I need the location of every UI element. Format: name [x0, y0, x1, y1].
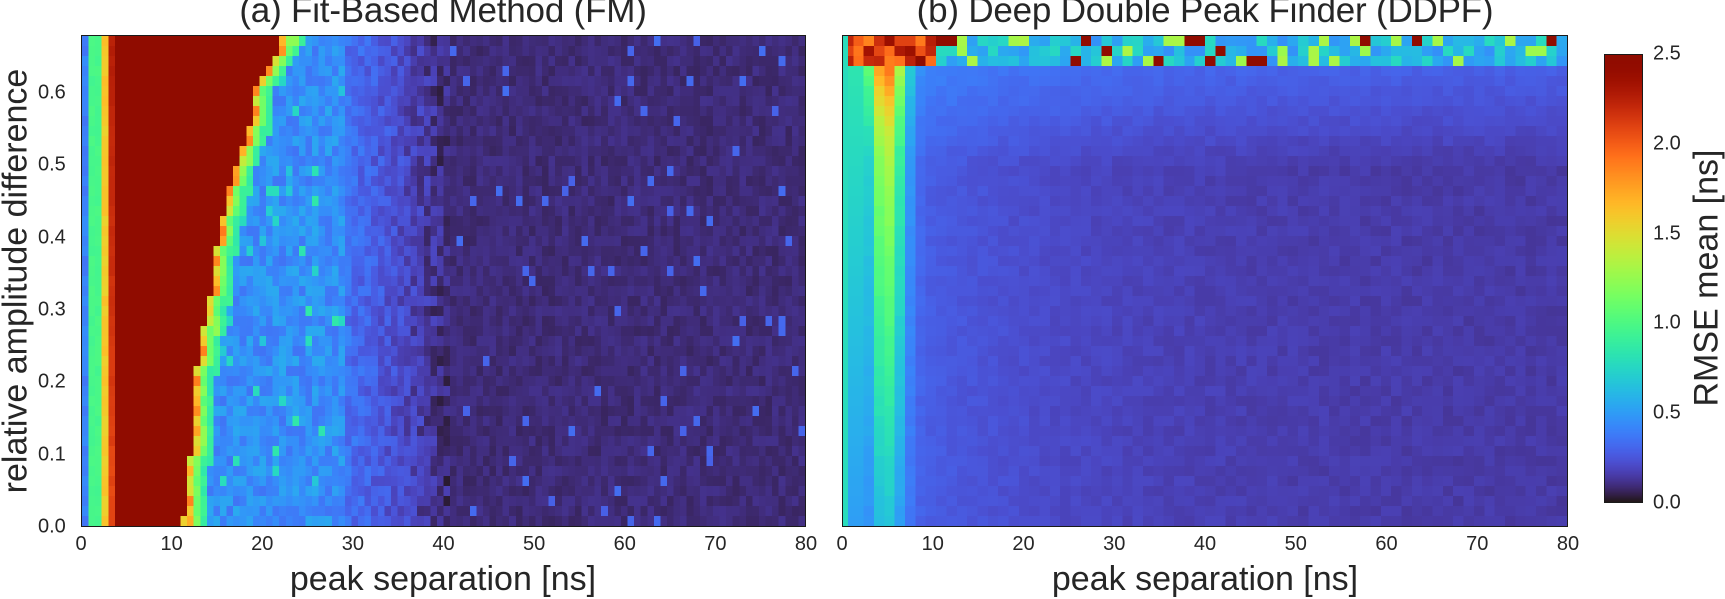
x-tick-label: 70 [1466, 533, 1489, 555]
colorbar-tick-label: 0.5 [1653, 401, 1681, 424]
colorbar-gradient [1605, 55, 1642, 502]
y-tick-label: 0.4 [38, 226, 66, 249]
x-tick-label: 0 [75, 533, 87, 555]
x-tick-label: 40 [1193, 533, 1217, 555]
x-tick-label: 50 [1284, 533, 1307, 555]
panel-b-title: (b) Deep Double Peak Finder (DDPF) [916, 0, 1494, 30]
colorbar-tick-label: 1.5 [1653, 222, 1681, 245]
y-tick-label: 0.3 [38, 298, 66, 321]
x-tick-label: 10 [160, 533, 183, 555]
panel-a-heatmap [81, 35, 806, 527]
x-tick-label: 60 [613, 533, 636, 555]
y-tick-label: 0.5 [38, 153, 66, 176]
x-tick-label: 10 [921, 533, 944, 555]
x-tick-label: 80 [1556, 533, 1580, 555]
panel-a-heatmap-canvas [82, 36, 805, 526]
x-tick-label: 30 [341, 533, 364, 555]
panel-a-xlabel: peak separation [ns] [289, 560, 597, 598]
x-tick-label: 80 [794, 533, 818, 555]
x-tick-label: 50 [523, 533, 546, 555]
x-tick-label: 30 [1103, 533, 1126, 555]
colorbar-label: RMSE mean [ns] [1687, 149, 1725, 407]
y-tick-label: 0.1 [38, 443, 66, 466]
panel-b-xlabel: peak separation [ns] [1051, 560, 1359, 598]
x-tick-label: 0 [836, 533, 848, 555]
x-tick-label: 20 [1012, 533, 1035, 555]
panel-a-title: (a) Fit-Based Method (FM) [239, 0, 647, 30]
colorbar-tick-label: 2.5 [1653, 42, 1681, 65]
x-tick-label: 20 [251, 533, 274, 555]
colorbar-tick-label: 0.0 [1653, 491, 1681, 514]
y-tick-label: 0.0 [38, 515, 66, 538]
colorbar-tick-label: 1.0 [1653, 311, 1681, 334]
x-tick-label: 60 [1375, 533, 1398, 555]
panel-a-ylabel: relative amplitude difference [0, 68, 35, 494]
x-tick-label: 70 [704, 533, 727, 555]
colorbar-tick-label: 2.0 [1653, 132, 1681, 155]
panel-b-heatmap-canvas [843, 36, 1567, 526]
panel-b-heatmap [842, 35, 1568, 527]
y-tick-label: 0.6 [38, 81, 66, 104]
y-tick-label: 0.2 [38, 370, 66, 393]
colorbar [1604, 54, 1643, 503]
x-tick-label: 40 [432, 533, 455, 555]
